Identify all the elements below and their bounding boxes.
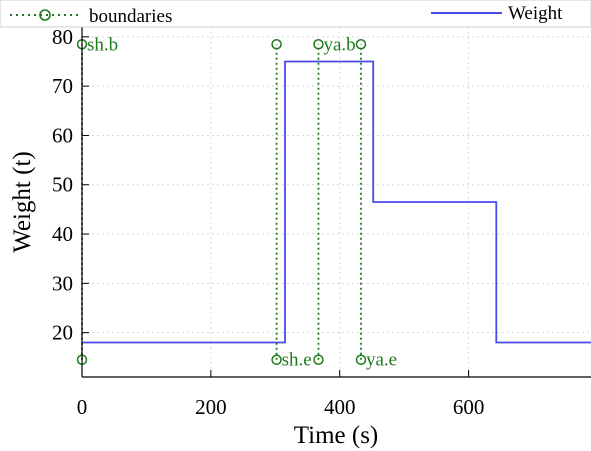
y-tick-label: 50 <box>52 173 73 197</box>
x-tick-label: 400 <box>324 395 356 419</box>
plot-background <box>82 27 591 377</box>
boundary-marker-top <box>313 39 324 50</box>
boundary-marker-top <box>271 39 282 50</box>
y-tick-label: 20 <box>52 321 73 345</box>
legend-marker-boundaries <box>39 9 51 21</box>
boundary-sh-e: sh.e <box>271 39 312 371</box>
boundary-marker-top <box>355 39 367 50</box>
x-axis-title: Time (s) <box>294 422 379 449</box>
boundary-label: ya.e <box>366 350 397 371</box>
boundary-label: sh.b <box>87 34 118 55</box>
legend: boundaries Weight <box>0 0 591 28</box>
x-tick-label: 0 <box>77 395 88 419</box>
series-layer: sh.b sh.e ya.b ya.e <box>76 34 591 371</box>
series-line-weight <box>82 60 591 344</box>
y-tick-label: 30 <box>52 271 73 295</box>
boundary-marker-bottom <box>313 354 324 365</box>
legend-label-boundaries: boundaries <box>89 6 172 27</box>
y-tick-label: 40 <box>52 222 73 246</box>
x-tick-label: 200 <box>195 395 227 419</box>
boundary-label: sh.e <box>282 350 312 371</box>
y-axis-title: Weight (t) <box>9 151 36 252</box>
y-tick-label: 80 <box>52 25 73 49</box>
boundary-label: ya.b <box>323 34 355 55</box>
legend-item-weight: Weight <box>431 3 563 24</box>
boundary-ya-b: ya.b <box>313 34 356 365</box>
boundary-ya-e: ya.e <box>355 39 397 371</box>
tick-labels: 0 200 400 600 20 30 40 50 60 70 80 <box>52 25 484 419</box>
boundary-marker-bottom <box>355 354 367 365</box>
x-tick-label: 600 <box>453 395 485 419</box>
boundary-marker-bottom <box>271 354 282 365</box>
legend-label-weight: Weight <box>508 3 563 24</box>
legend-item-boundaries: boundaries <box>10 6 172 27</box>
y-tick-label: 60 <box>52 123 73 147</box>
y-tick-label: 70 <box>52 74 73 98</box>
